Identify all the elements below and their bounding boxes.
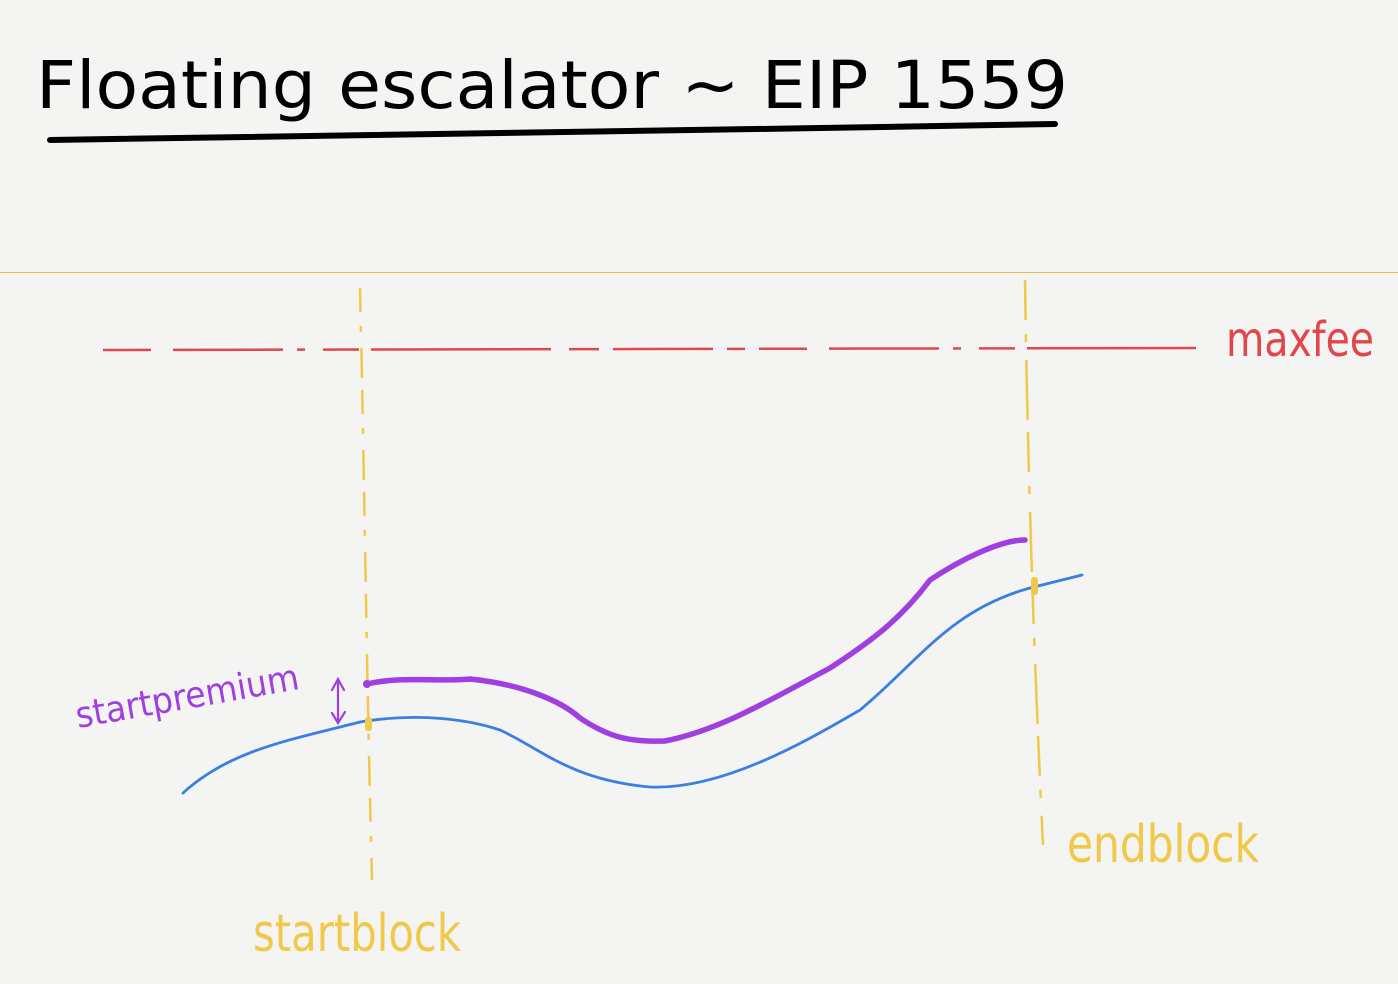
startblock-line [358,287,374,881]
endblock-label: endblock [1067,815,1259,875]
startpremium-label: startpremium [72,657,302,737]
escalator-start-dot [363,680,371,688]
endblock-marker [1031,577,1038,595]
endblock-line [1023,279,1045,846]
escalator-curve [364,537,1028,744]
premium-arrow-icon [330,676,347,726]
diagram-title: Floating escalator ~ EIP 1559 [36,47,1068,124]
maxfee-label: maxfee [1226,312,1374,368]
maxfee-line [102,346,1197,352]
startblock-marker [365,717,372,731]
startblock-label: startblock [253,904,461,964]
title-underline [47,121,1058,143]
base-fee-curve [181,573,1084,795]
page-divider [0,272,1398,273]
